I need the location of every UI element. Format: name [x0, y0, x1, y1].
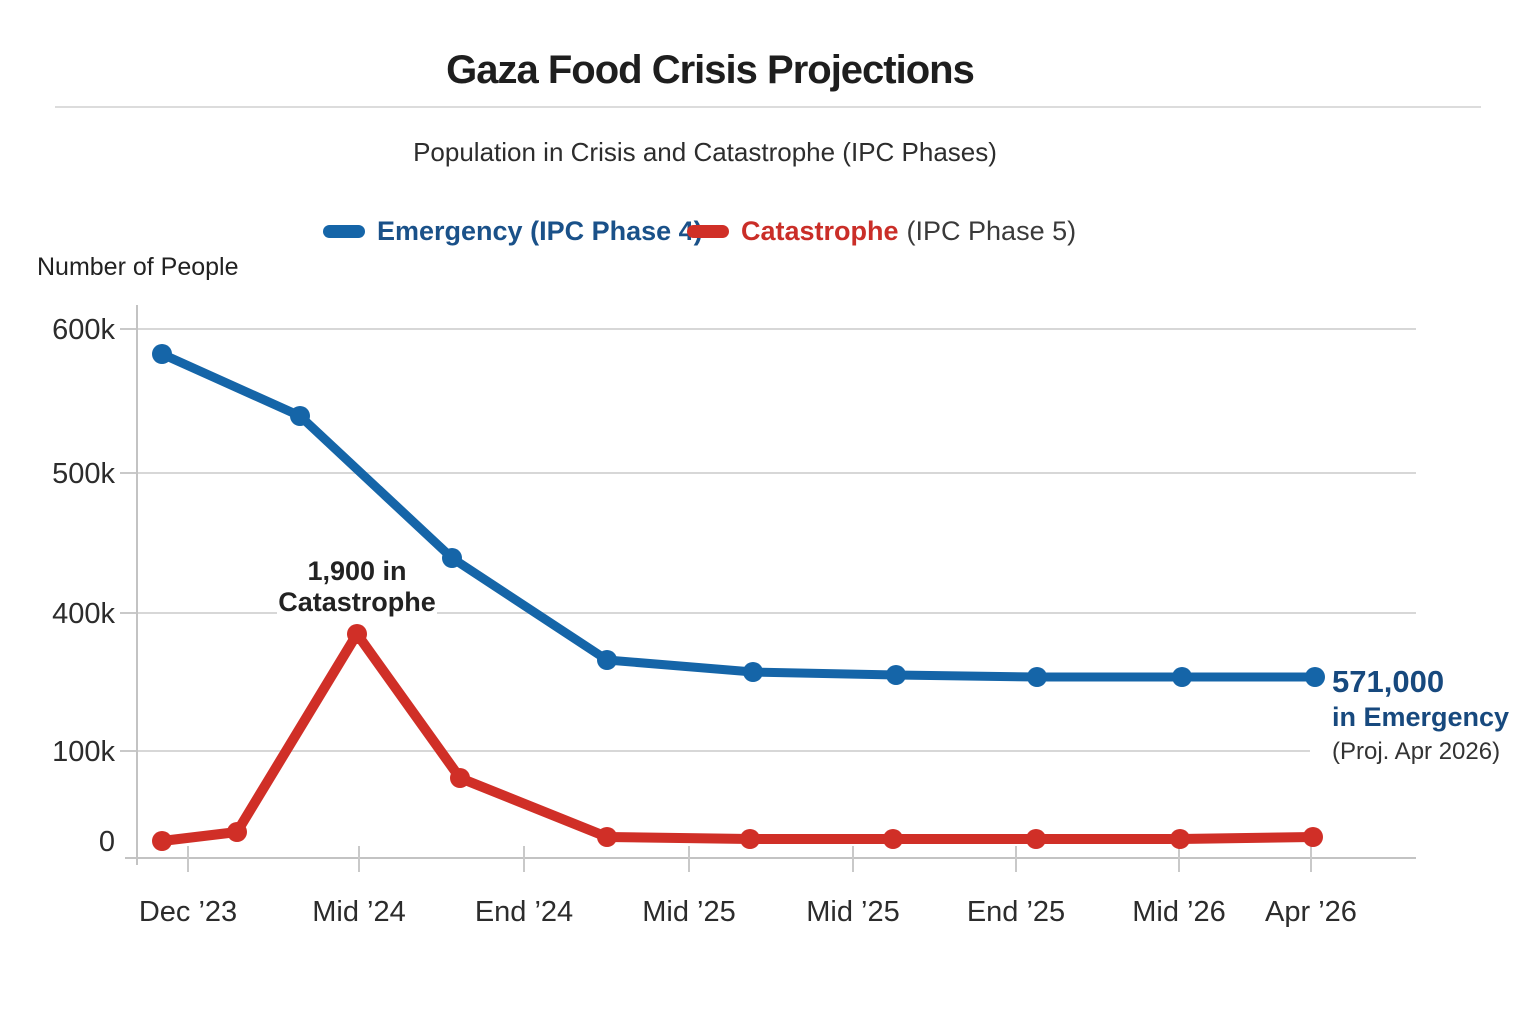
series-point-catastrophe-0	[152, 831, 172, 851]
emergency-line-swatch	[323, 224, 365, 238]
series-point-emergency-8	[1305, 667, 1325, 687]
y-tick-label-600k: 600k	[52, 314, 115, 346]
y-tick-label-0: 0	[99, 826, 115, 858]
annotation-end-note: (Proj. Apr 2026)	[1332, 738, 1501, 765]
series-point-catastrophe-5	[740, 829, 760, 849]
annotation-peak-line1: 1,900 in	[307, 556, 407, 586]
title-divider	[55, 106, 1481, 108]
annotation-peak-line2: Catastrophe	[278, 587, 436, 617]
x-tick-label-0: Dec ’23	[139, 896, 237, 928]
series-line-catastrophe	[157, 629, 1318, 846]
series-point-catastrophe-9	[1303, 827, 1323, 847]
legend-label-catastrophe-suffix: (IPC Phase 5)	[906, 215, 1077, 246]
series-point-emergency-1	[290, 406, 310, 426]
series-point-emergency-5	[886, 665, 906, 685]
y-tick-label-500k: 500k	[52, 458, 115, 490]
annotation-catastrophe-peak: 1,900 in Catastrophe	[278, 556, 436, 618]
series-point-emergency-2	[442, 548, 462, 568]
series-point-catastrophe-2	[347, 624, 367, 644]
legend-item-emergency: Emergency (IPC Phase 4)	[323, 216, 703, 246]
x-tick-label-3: Mid ’25	[642, 896, 736, 928]
series-point-emergency-7	[1172, 667, 1192, 687]
series-point-emergency-3	[597, 650, 617, 670]
y-axis-title: Number of People	[37, 253, 239, 281]
y-tick-label-100k: 100k	[52, 736, 115, 768]
annotation-end-label: in Emergency	[1332, 702, 1510, 732]
chart-subtitle: Population in Crisis and Catastrophe (IP…	[413, 137, 997, 167]
legend-label-catastrophe: Catastrophe	[741, 215, 899, 246]
chart-title: Gaza Food Crisis Projections	[446, 48, 975, 92]
x-tick-label-5: End ’25	[967, 896, 1065, 928]
x-tick-label-7: Apr ’26	[1265, 896, 1357, 928]
series-point-emergency-0	[152, 344, 172, 364]
series-point-catastrophe-6	[883, 829, 903, 849]
annotation-end-value: 571,000	[1332, 664, 1445, 699]
x-tick-label-1: Mid ’24	[312, 896, 406, 928]
series-point-catastrophe-7	[1026, 829, 1046, 849]
annotation-emergency-end: 571,000 in Emergency (Proj. Apr 2026)	[1332, 664, 1509, 769]
series-line-emergency	[157, 349, 1320, 682]
series-point-emergency-4	[743, 662, 763, 682]
series-point-emergency-6	[1027, 667, 1047, 687]
y-tick-label-400k: 400k	[52, 598, 115, 630]
x-tick-label-2: End ’24	[475, 896, 573, 928]
legend-label-emergency: Emergency (IPC Phase 4)	[377, 215, 703, 246]
legend-item-catastrophe: Catastrophe (IPC Phase 5)	[687, 216, 1076, 246]
x-tick-label-6: Mid ’26	[1132, 896, 1226, 928]
catastrophe-line-swatch	[687, 224, 729, 238]
x-tick-label-4: Mid ’25	[806, 896, 900, 928]
series-point-catastrophe-1	[227, 822, 247, 842]
series-point-catastrophe-8	[1170, 829, 1190, 849]
series-point-catastrophe-4	[597, 827, 617, 847]
series-point-catastrophe-3	[450, 768, 470, 788]
